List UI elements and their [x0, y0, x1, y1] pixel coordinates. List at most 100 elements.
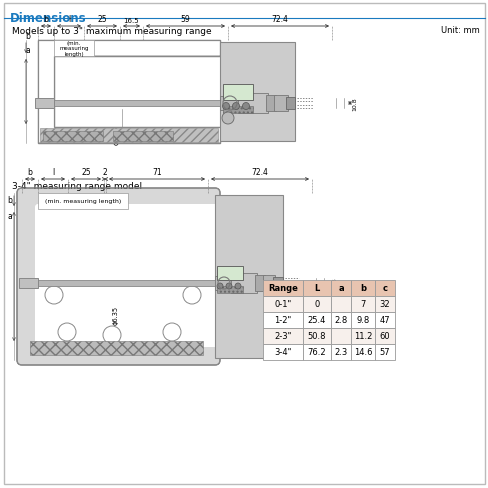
- Bar: [303, 281, 330, 296]
- Bar: [54, 41, 94, 57]
- Bar: [238, 94, 267, 114]
- Text: l: l: [68, 16, 70, 24]
- Bar: [113, 132, 173, 142]
- Bar: [374, 345, 394, 360]
- Text: b: b: [27, 168, 32, 177]
- Bar: [330, 281, 350, 296]
- Bar: [220, 97, 240, 111]
- Text: Dimensions: Dimensions: [10, 12, 86, 25]
- Circle shape: [217, 284, 223, 289]
- Bar: [35, 99, 54, 109]
- Bar: [263, 328, 303, 345]
- Bar: [273, 96, 287, 112]
- Text: Range: Range: [267, 284, 297, 293]
- Bar: [303, 312, 330, 328]
- Text: 16.5: 16.5: [123, 19, 139, 24]
- Bar: [40, 129, 218, 142]
- Circle shape: [222, 103, 229, 110]
- Bar: [303, 328, 330, 345]
- Text: 1-2": 1-2": [274, 316, 291, 325]
- Bar: [38, 281, 223, 286]
- Text: ϕ14: ϕ14: [227, 128, 234, 141]
- Text: b: b: [359, 284, 365, 293]
- Bar: [303, 345, 330, 360]
- Circle shape: [163, 324, 181, 341]
- Text: 32: 32: [379, 300, 389, 309]
- Bar: [263, 275, 274, 291]
- Bar: [30, 341, 203, 355]
- Bar: [215, 276, 232, 290]
- Text: 72.4: 72.4: [251, 168, 268, 177]
- Text: 60: 60: [379, 332, 389, 341]
- Bar: [254, 275, 264, 291]
- Circle shape: [183, 286, 201, 305]
- Text: 10.8: 10.8: [351, 97, 356, 111]
- Bar: [265, 96, 275, 112]
- Text: ϕ6.35: ϕ6.35: [114, 126, 120, 145]
- Bar: [263, 296, 303, 312]
- Text: ϕ18: ϕ18: [244, 305, 250, 318]
- Bar: [285, 98, 294, 110]
- Text: 2.8: 2.8: [334, 316, 347, 325]
- Circle shape: [222, 113, 234, 125]
- Text: a: a: [25, 46, 30, 55]
- Bar: [215, 196, 283, 358]
- Bar: [272, 278, 283, 289]
- Text: 2.3: 2.3: [334, 348, 347, 357]
- Bar: [330, 345, 350, 360]
- Bar: [350, 312, 374, 328]
- Text: 72.4: 72.4: [271, 16, 288, 24]
- Bar: [374, 312, 394, 328]
- Text: 14.6: 14.6: [353, 348, 371, 357]
- Text: 7: 7: [360, 300, 365, 309]
- Text: b: b: [7, 196, 12, 204]
- Text: 47: 47: [379, 316, 389, 325]
- Circle shape: [58, 324, 76, 341]
- Bar: [263, 345, 303, 360]
- Circle shape: [232, 103, 239, 110]
- Text: 2: 2: [102, 168, 107, 177]
- Text: 25: 25: [81, 168, 91, 177]
- Text: 0-1": 0-1": [274, 300, 291, 309]
- Bar: [263, 312, 303, 328]
- Bar: [330, 296, 350, 312]
- Text: ϕ18: ϕ18: [260, 126, 265, 139]
- FancyBboxPatch shape: [35, 204, 220, 347]
- Text: 11.2: 11.2: [353, 332, 371, 341]
- Text: L: L: [314, 284, 319, 293]
- Text: 57: 57: [379, 348, 389, 357]
- Circle shape: [242, 103, 249, 110]
- Bar: [217, 266, 243, 281]
- Text: 3-4" measuring range model: 3-4" measuring range model: [12, 182, 142, 191]
- Bar: [223, 107, 252, 114]
- Bar: [303, 296, 330, 312]
- Text: b: b: [25, 32, 30, 41]
- Circle shape: [103, 326, 121, 345]
- PathPatch shape: [39, 42, 221, 142]
- Text: a: a: [8, 212, 12, 221]
- Text: 25.4: 25.4: [307, 316, 325, 325]
- Text: 25: 25: [97, 16, 106, 24]
- Text: 76.2: 76.2: [307, 348, 325, 357]
- Circle shape: [225, 284, 231, 289]
- Text: 2-3": 2-3": [274, 332, 291, 341]
- Bar: [43, 132, 103, 142]
- Bar: [19, 279, 38, 288]
- Bar: [217, 286, 243, 293]
- Text: 10.8: 10.8: [331, 277, 336, 290]
- PathPatch shape: [38, 41, 220, 143]
- Text: ϕ6.35: ϕ6.35: [113, 305, 119, 325]
- Bar: [374, 296, 394, 312]
- Text: (min.
measuring
length): (min. measuring length): [59, 41, 88, 57]
- Text: b: b: [43, 16, 48, 24]
- Bar: [54, 101, 224, 107]
- Text: 50.8: 50.8: [307, 332, 325, 341]
- Text: 59: 59: [180, 16, 190, 24]
- Text: 9.8: 9.8: [356, 316, 369, 325]
- Bar: [350, 281, 374, 296]
- Bar: [350, 345, 374, 360]
- Bar: [330, 328, 350, 345]
- Text: c: c: [382, 284, 386, 293]
- Bar: [263, 281, 303, 296]
- Text: 0: 0: [314, 300, 319, 309]
